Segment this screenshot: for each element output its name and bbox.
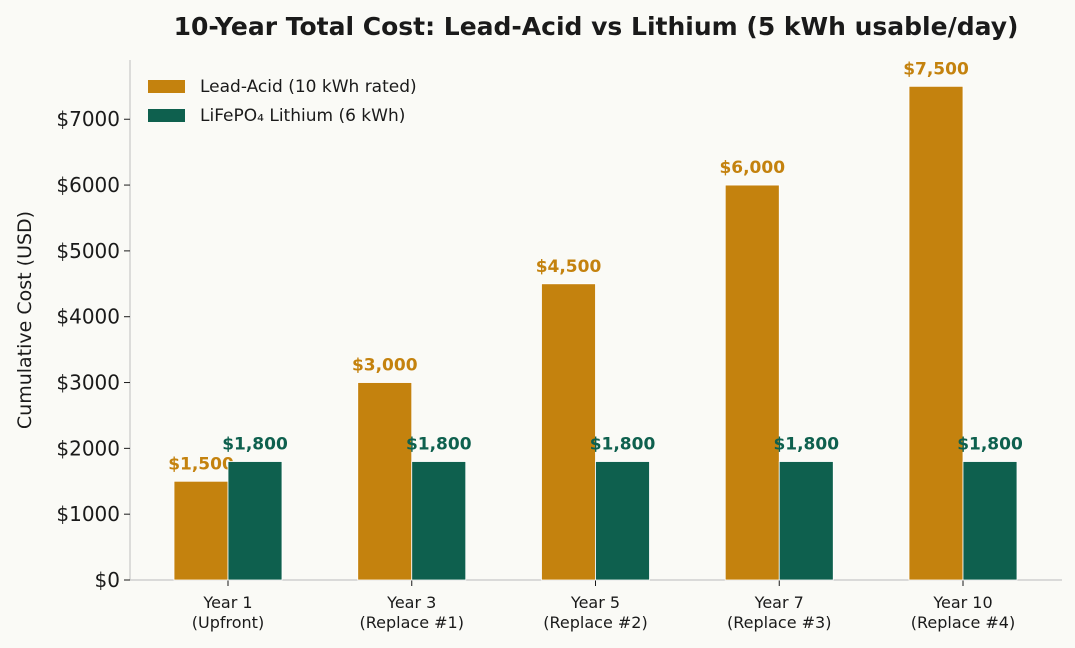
bar-series-1 (595, 461, 650, 581)
legend-swatch-series-1 (148, 109, 185, 122)
data-label-series-0: $1,500 (168, 454, 234, 474)
y-axis-label: Cumulative Cost (USD) (14, 211, 36, 429)
x-tick-label: Year 5 (570, 593, 620, 612)
y-tick-label: $1000 (56, 502, 120, 526)
data-label-series-1: $1,800 (773, 435, 839, 455)
legend-label-series-1: LiFePO₄ Lithium (6 kWh) (200, 106, 405, 126)
x-tick-label: Year 10 (932, 593, 992, 612)
bar-series-0 (357, 382, 413, 581)
y-tick-label: $2000 (56, 436, 120, 460)
bar-series-0 (173, 480, 229, 581)
bar-series-0 (541, 283, 596, 581)
y-tick-label: $0 (95, 568, 120, 592)
y-tick-label: $4000 (56, 305, 120, 329)
x-tick-label: (Replace #2) (543, 613, 647, 632)
data-label-series-1: $1,800 (406, 435, 472, 455)
legend: Lead-Acid (10 kWh rated) LiFePO₄ Lithium … (148, 77, 417, 126)
x-tick-label: Year 7 (754, 593, 804, 612)
data-label-series-0: $3,000 (352, 356, 418, 376)
data-label-series-1: $1,800 (957, 435, 1023, 455)
bar-series-1 (227, 461, 283, 581)
y-tick-label: $3000 (56, 371, 120, 395)
data-label-series-0: $7,500 (903, 59, 969, 79)
x-tick-label: (Upfront) (192, 613, 264, 632)
bar-series-1 (778, 461, 834, 581)
bar-series-0 (724, 184, 780, 581)
x-tick-label: Year 3 (386, 593, 436, 612)
data-label-series-1: $1,800 (590, 435, 656, 455)
x-tick-label: (Replace #4) (911, 613, 1015, 632)
bar-series-1 (962, 461, 1018, 581)
data-label-series-0: $4,500 (536, 257, 602, 277)
bar-series-0 (908, 85, 964, 581)
data-label-series-1: $1,800 (222, 435, 288, 455)
x-tick-label: (Replace #3) (727, 613, 831, 632)
y-tick-label: $6000 (56, 173, 120, 197)
y-tick-label: $5000 (56, 239, 120, 263)
legend-swatch-series-0 (148, 80, 185, 93)
bars: $1,500 $3,000 $4,500 $6,000 $7,500 $1,800 $1,8… (168, 59, 1023, 581)
data-label-series-0: $6,000 (719, 158, 785, 178)
y-tick-label: $7000 (56, 107, 120, 131)
x-tick-label: Year 1 (202, 593, 252, 612)
x-tick-label: (Replace #1) (360, 613, 464, 632)
chart-title: 10-Year Total Cost: Lead-Acid vs Lithium… (174, 12, 1019, 41)
legend-label-series-0: Lead-Acid (10 kWh rated) (200, 77, 417, 97)
axes: $0 $1000 $2000 $3000 $4000 $5000 $6000 $7000 Yea… (56, 60, 1062, 632)
bar-series-1 (411, 461, 467, 581)
